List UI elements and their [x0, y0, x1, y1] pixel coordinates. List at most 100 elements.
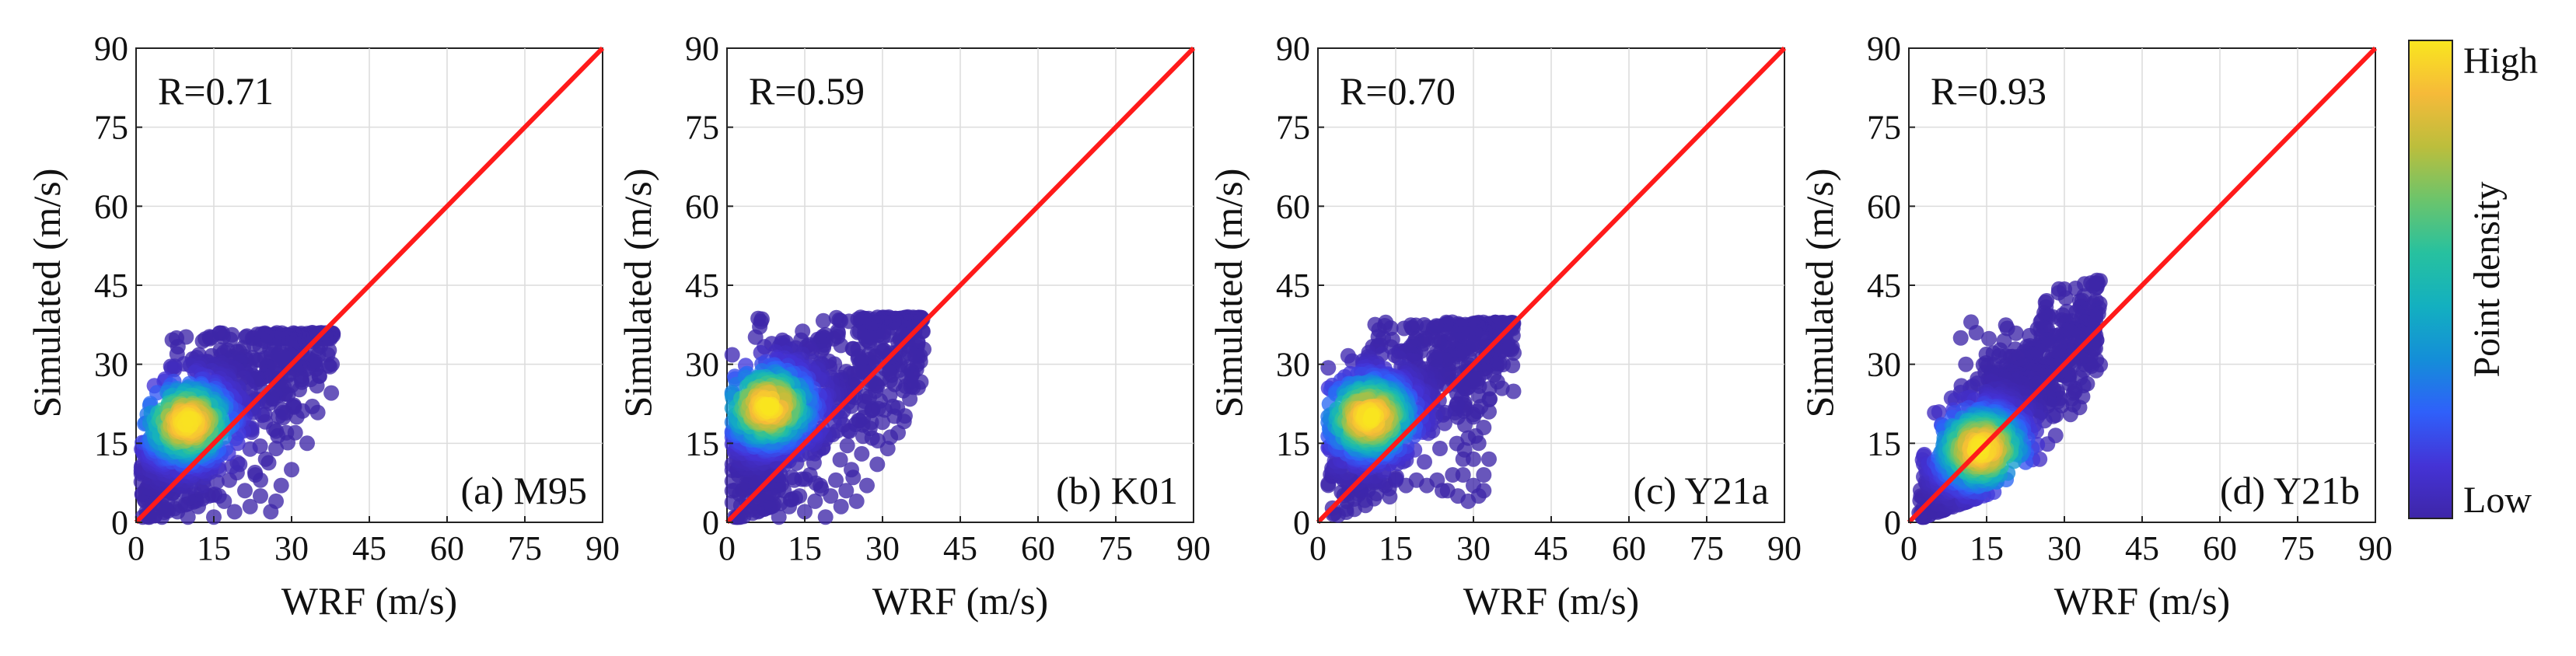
y-tick-label: 75: [1867, 109, 1901, 147]
x-tick-label: 60: [2203, 529, 2237, 567]
scatter-point: [838, 483, 855, 499]
colorbar-high-label: High: [2463, 40, 2538, 82]
x-tick-label: 15: [1379, 529, 1413, 567]
scatter-point: [1389, 469, 1404, 485]
scatter-point: [1952, 330, 1969, 346]
y-axis-label: Simulated (m/s): [25, 169, 68, 418]
panel-label: (c) Y21a: [1634, 469, 1769, 512]
y-tick-label: 15: [685, 424, 719, 462]
y-tick-label: 75: [685, 109, 719, 147]
scatter-point: [784, 469, 800, 486]
x-tick-label: 90: [2358, 529, 2392, 567]
tick-labels: 0 15 30 45 60 75 90 0 15 30 45 60 75 90: [685, 30, 1211, 567]
y-tick-label: 30: [685, 346, 719, 384]
y-tick-label: 15: [94, 424, 128, 462]
x-tick-label: 45: [943, 529, 977, 567]
scatter-point: [875, 414, 890, 431]
scatter-point: [797, 504, 813, 520]
scatter-points: [133, 325, 341, 525]
y-tick-label: 90: [94, 30, 128, 68]
scatter-point: [299, 435, 315, 452]
scatter-point: [268, 493, 284, 509]
y-tick-label: 0: [111, 504, 128, 542]
scatter-point: [833, 498, 849, 515]
scatter-point: [832, 452, 848, 468]
scatter-point: [802, 467, 818, 483]
x-tick-label: 30: [1456, 529, 1491, 567]
scatter-point: [859, 477, 875, 494]
y-axis-label: Simulated (m/s): [616, 169, 659, 418]
x-axis-label: WRF (m/s): [872, 579, 1048, 623]
reference-line: [1316, 46, 1787, 525]
x-tick-label: 15: [788, 529, 822, 567]
reference-line: [134, 46, 605, 525]
x-tick-label: 75: [2281, 529, 2315, 567]
scatter-point: [224, 459, 240, 475]
y-tick-label: 0: [1884, 504, 1901, 542]
x-tick-label: 15: [1970, 529, 2004, 567]
scatter-point: [180, 411, 197, 427]
tick-labels: 0 15 30 45 60 75 90 0 15 30 45 60 75 90: [1276, 30, 1802, 567]
scatter-point: [2057, 290, 2074, 306]
scatter-point: [724, 347, 740, 363]
y-tick-label: 60: [1867, 187, 1901, 225]
r-label: R=0.71: [158, 69, 274, 113]
scatter-point: [1396, 320, 1412, 337]
scatter-point: [1968, 325, 1984, 340]
scatter-point: [1445, 467, 1461, 483]
scatter-point: [2008, 325, 2024, 341]
scatter-point: [828, 472, 844, 488]
x-tick-label: 0: [128, 529, 145, 567]
y-tick-label: 75: [1276, 109, 1310, 147]
y-tick-label: 60: [94, 187, 128, 225]
y-tick-label: 45: [94, 267, 128, 305]
scatter-point: [1432, 441, 1448, 456]
panel-a: 0 15 30 45 60 75 90 0 15 30 45 60 75 90 R=0.71 (a) M9…: [25, 30, 620, 623]
x-tick-label: 45: [2125, 529, 2159, 567]
scatter-point: [854, 445, 870, 462]
y-axis-label: Simulated (m/s): [1207, 169, 1250, 418]
y-tick-label: 30: [1867, 346, 1901, 384]
scatter-point: [257, 451, 274, 467]
x-tick-label: 30: [865, 529, 900, 567]
scatter-point: [839, 438, 855, 454]
scatter-point: [242, 498, 258, 515]
r-label: R=0.70: [1340, 69, 1456, 113]
y-tick-label: 45: [1867, 267, 1901, 305]
x-tick-label: 90: [585, 529, 620, 567]
scatter-point: [242, 441, 258, 457]
y-tick-label: 30: [1276, 346, 1310, 384]
x-tick-label: 15: [197, 529, 231, 567]
panel-label: (b) K01: [1056, 469, 1178, 512]
scatter-point: [247, 464, 263, 480]
y-axis-label: Simulated (m/s): [1798, 169, 1841, 418]
y-tick-label: 75: [94, 109, 128, 147]
scatter-point: [792, 488, 808, 504]
scatter-point: [323, 385, 340, 401]
x-tick-label: 0: [1309, 529, 1326, 567]
y-tick-label: 0: [702, 504, 719, 542]
x-tick-label: 60: [1612, 529, 1646, 567]
y-tick-label: 90: [1867, 30, 1901, 68]
scatter-point: [848, 493, 865, 509]
panel-label: (a) M95: [461, 469, 587, 512]
scatter-point: [1470, 388, 1487, 404]
x-tick-label: 90: [1767, 529, 1802, 567]
scatter-point: [194, 333, 211, 349]
y-tick-label: 90: [685, 30, 719, 68]
scatter-point: [1958, 356, 1974, 372]
y-tick-label: 0: [1293, 504, 1310, 542]
colorbar-low-label: Low: [2463, 480, 2532, 521]
colorbar-gradient: [2408, 40, 2453, 519]
y-tick-label: 15: [1867, 424, 1901, 462]
scatter-point: [1466, 477, 1481, 494]
scatter-point: [268, 441, 284, 457]
y-tick-label: 45: [685, 267, 719, 305]
scatter-point: [253, 488, 268, 504]
scatter-point: [807, 493, 823, 509]
panel-b: 0 15 30 45 60 75 90 0 15 30 45 60 75 90 R=0.59 (b) K0…: [616, 30, 1211, 623]
scatter-point: [1320, 360, 1337, 376]
scatter-point: [855, 428, 871, 445]
x-tick-label: 75: [1099, 529, 1133, 567]
